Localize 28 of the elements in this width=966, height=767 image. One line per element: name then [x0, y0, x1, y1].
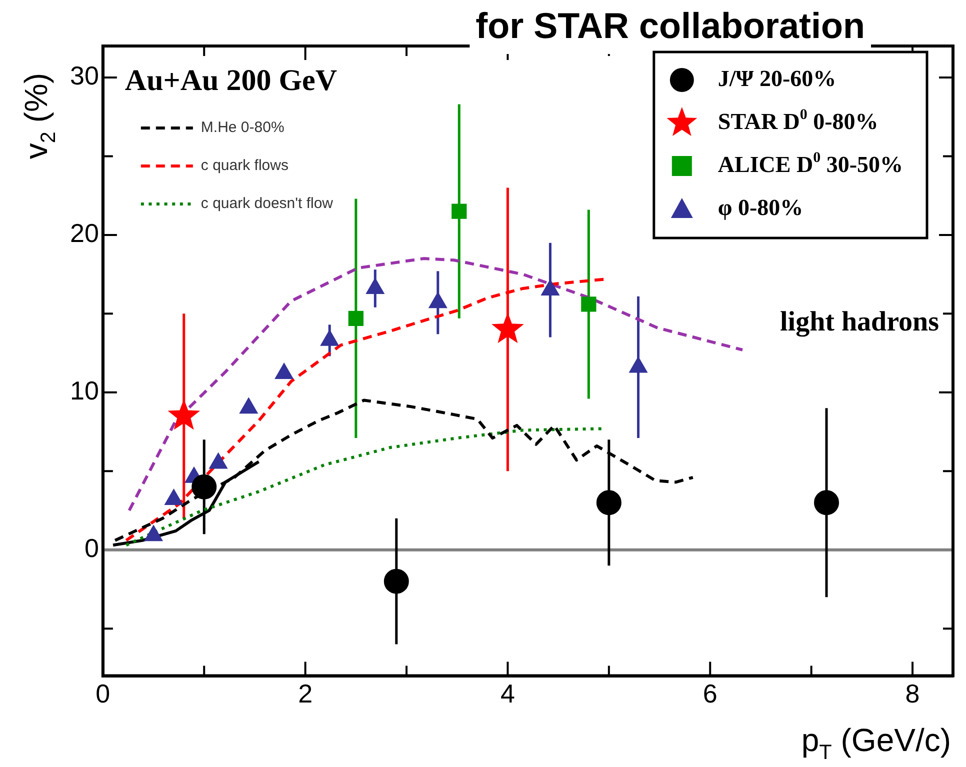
point [541, 280, 560, 296]
annotation: Au+Au 200 GeV [124, 64, 338, 97]
y-axis-title: v2 (%) [18, 72, 60, 160]
legend-label: c quark doesn't flow [200, 195, 334, 212]
point [164, 488, 183, 505]
y-tick-label: 10 [70, 376, 99, 406]
legend-label: J/Ψ 20-60% [718, 66, 836, 91]
legend-label: φ 0-80% [718, 194, 804, 220]
legend-label: M.He 0-80% [200, 119, 284, 136]
line-series [128, 257, 744, 512]
x-tick-label: 6 [702, 678, 718, 709]
point [629, 356, 648, 373]
point [144, 525, 163, 542]
point [209, 452, 228, 469]
point [274, 362, 294, 379]
point [239, 398, 258, 414]
point [366, 278, 384, 294]
annotation: light hadrons [780, 306, 940, 338]
x-tick-label: 4 [500, 678, 515, 709]
y-tick-label: 20 [70, 218, 99, 248]
point [320, 330, 339, 346]
legend-label: c quark flows [200, 157, 288, 174]
x-tick-label: 2 [298, 678, 313, 709]
x-tick-label: 8 [905, 678, 920, 709]
y-tick-label: 0 [84, 533, 99, 564]
chart-title: for STAR collaboration [476, 4, 866, 46]
y-tick-label: 30 [70, 60, 99, 91]
point [428, 292, 448, 308]
